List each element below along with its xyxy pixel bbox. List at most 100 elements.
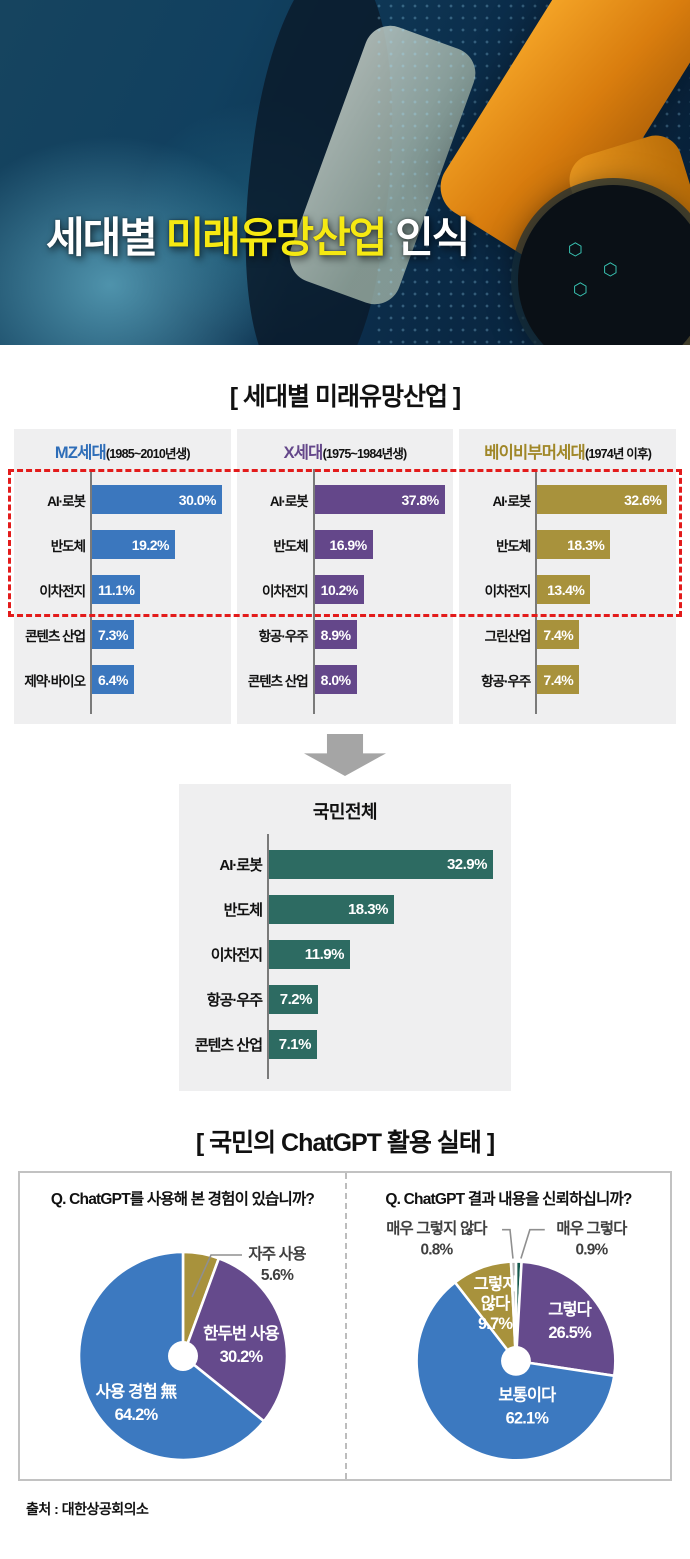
page-title: 세대별 미래유망산업 인식 xyxy=(46,204,470,265)
bar-row: 반도체 18.3% xyxy=(179,887,511,932)
axis-line xyxy=(267,834,511,842)
pie-inside-label: 그렇지 xyxy=(474,1275,517,1293)
bar-area: 11.1% xyxy=(90,567,227,612)
callout-line xyxy=(191,1254,242,1298)
donut-hole xyxy=(168,1341,198,1371)
bar: 30.0% xyxy=(92,485,222,514)
bar-row: 제약·바이오 6.4% xyxy=(18,657,227,702)
generation-name: MZ세대 xyxy=(54,444,107,462)
axis-line xyxy=(312,702,450,714)
axis-line xyxy=(90,702,227,714)
bar-row: AI·로봇 30.0% xyxy=(18,477,227,522)
generation-period: (1974년 이후) xyxy=(584,447,652,461)
bar: 18.3% xyxy=(269,895,394,924)
bar-row: 이차전지 11.1% xyxy=(18,567,227,612)
bar-area: 6.4% xyxy=(90,657,227,702)
usage-donut-chart: 한두번 사용 30.2% 사용 경험 無 64.2% 자주 사용 5.6% xyxy=(77,1245,307,1462)
bar-row: 콘텐츠 산업 7.3% xyxy=(18,612,227,657)
bar-area: 30.0% xyxy=(90,477,227,522)
source-note: 출처 : 대한상공회의소 xyxy=(26,1501,149,1517)
section-title-generation: [ 세대별 미래유망산업 ] xyxy=(229,383,462,411)
pie-inside-label: 사용 경험 無 xyxy=(96,1381,178,1401)
bar: 7.1% xyxy=(269,1030,317,1059)
bar-row: 콘텐츠 산업 7.1% xyxy=(179,1022,511,1067)
donut-hole xyxy=(501,1345,531,1376)
bar-area: 10.2% xyxy=(312,567,450,612)
axis-spacer xyxy=(179,1067,511,1079)
pie-inside-label: 않다 xyxy=(481,1295,510,1313)
pie-segment xyxy=(509,1260,518,1363)
bar-area: 37.8% xyxy=(312,477,450,522)
bar-label: 반도체 xyxy=(273,538,308,554)
bar-row: AI·로봇 37.8% xyxy=(241,477,450,522)
bar-area: 16.9% xyxy=(312,522,450,567)
bar-area: 7.3% xyxy=(90,612,227,657)
axis-line xyxy=(267,1067,511,1079)
pie-inside-label: 9.7% xyxy=(478,1315,513,1333)
bar-label: 반도체 xyxy=(223,902,263,919)
bar: 19.2% xyxy=(92,530,175,559)
bar: 18.3% xyxy=(537,530,611,559)
bar-label: AI·로봇 xyxy=(47,493,86,509)
axis-spacer xyxy=(18,702,227,714)
national-chart-rows: AI·로봇 32.9% 반도체 18.3% 이차전지 11.9% 항공·우주 7.2% 콘텐츠 … xyxy=(179,834,511,1079)
pie-inside-label: 26.5% xyxy=(548,1324,592,1342)
bar-label: 이차전지 xyxy=(39,583,86,599)
bar: 6.4% xyxy=(92,665,134,694)
generation-panel: 베이비부머세대(1974년 이후) AI·로봇 32.6% 반도체 18.3% 이차전지 1… xyxy=(459,429,677,724)
bar: 8.0% xyxy=(314,665,357,694)
generation-period: (1975~1984년생) xyxy=(322,447,408,461)
generation-panel: MZ세대(1985~2010년생) AI·로봇 30.0% 반도체 19.2% 이차전지 1… xyxy=(14,429,231,724)
bar-row: AI·로봇 32.9% xyxy=(179,842,511,887)
callout-line xyxy=(520,1228,545,1259)
bar-row: 반도체 18.3% xyxy=(463,522,672,567)
bar-label: AI·로봇 xyxy=(219,857,263,874)
bar-label: 반도체 xyxy=(496,538,531,554)
bar-label: 콘텐츠 산업 xyxy=(25,628,86,644)
trust-question: Q. ChatGPT 결과 내용을 신뢰하십니까? xyxy=(385,1191,632,1208)
generation-panel-header: 베이비부머세대(1974년 이후) xyxy=(463,439,672,463)
bar-row: 항공·우주 8.9% xyxy=(241,612,450,657)
bar: 7.2% xyxy=(269,985,318,1014)
pie-segment xyxy=(514,1260,617,1378)
bar-label: 이차전지 xyxy=(210,947,263,964)
generation-rows: AI·로봇 30.0% 반도체 19.2% 이차전지 11.1% 콘텐츠 산업 7.3% 제약·… xyxy=(18,469,227,714)
bar: 10.2% xyxy=(314,575,364,604)
national-chart-panel: 국민전체 AI·로봇 32.9% 반도체 18.3% 이차전지 11.9% 항공·우주 7.2… xyxy=(179,784,511,1091)
bar: 7.4% xyxy=(537,665,580,694)
bar: 7.3% xyxy=(92,620,134,649)
page-title-part1: 세대별 xyxy=(46,214,166,261)
bar-label: 항공·우주 xyxy=(258,628,308,644)
bar-area: 7.4% xyxy=(535,657,672,702)
bar-area: 19.2% xyxy=(90,522,227,567)
bar-row: 그린산업 7.4% xyxy=(463,612,672,657)
bar-area: 32.9% xyxy=(267,842,511,887)
bottom-spacer xyxy=(0,1519,690,1559)
bar-row: AI·로봇 32.6% xyxy=(463,477,672,522)
bar: 7.4% xyxy=(537,620,580,649)
callout-label: 매우 그렇지 않다 xyxy=(386,1220,488,1238)
bar-row: 콘텐츠 산업 8.0% xyxy=(241,657,450,702)
generation-period: (1985~2010년생) xyxy=(105,447,191,461)
page-title-part2: 인식 xyxy=(385,214,470,261)
generation-name: 베이비부머세대 xyxy=(484,444,585,462)
bar-row: 이차전지 11.9% xyxy=(179,932,511,977)
axis-line xyxy=(90,469,227,477)
bar-label: 반도체 xyxy=(50,538,86,554)
axis-spacer xyxy=(463,702,672,714)
bar: 13.4% xyxy=(537,575,591,604)
axis-spacer xyxy=(463,469,672,477)
bar: 16.9% xyxy=(314,530,373,559)
bar-label: 콘텐츠 산업 xyxy=(247,673,309,689)
bar: 32.9% xyxy=(269,850,493,879)
bar-row: 이차전지 10.2% xyxy=(241,567,450,612)
chatgpt-usage-chart: Q. ChatGPT를 사용해 본 경험이 있습니까? 한두번 사용 30.2% 사… xyxy=(20,1173,345,1479)
bar-row: 반도체 19.2% xyxy=(18,522,227,567)
bar-label: AI·로봇 xyxy=(492,493,532,509)
bar-label: 제약·바이오 xyxy=(24,673,86,689)
callout-label: 0.8% xyxy=(420,1242,453,1259)
bar: 11.9% xyxy=(269,940,350,969)
bar-label: 그린산업 xyxy=(484,628,532,644)
generation-panels: MZ세대(1985~2010년생) AI·로봇 30.0% 반도체 19.2% 이차전지 1… xyxy=(14,429,677,724)
pie-inside-label: 한두번 사용 xyxy=(203,1324,279,1343)
